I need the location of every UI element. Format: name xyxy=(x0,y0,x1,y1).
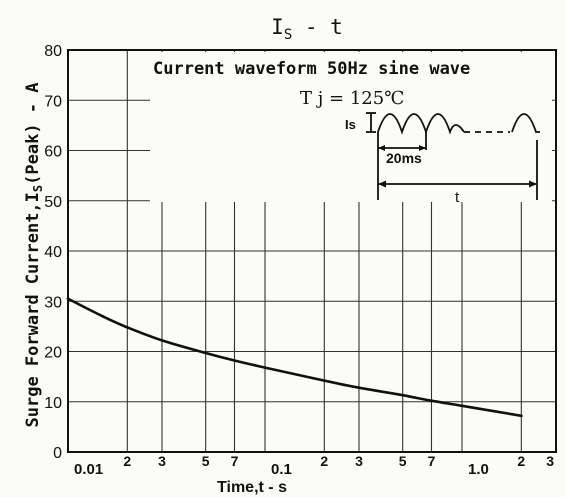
x-axis-label: Time,t - s xyxy=(217,479,287,496)
x-tick-label: 3 xyxy=(158,453,166,469)
waveform-arrows xyxy=(378,145,537,188)
series-line xyxy=(66,297,523,418)
y-tick-label: 60 xyxy=(44,144,62,161)
y-tick-label: 20 xyxy=(44,345,62,362)
data-point xyxy=(357,386,361,389)
waveform-diagram xyxy=(366,112,540,200)
annotation-background xyxy=(150,52,552,202)
data-point xyxy=(233,359,236,362)
data-point xyxy=(430,399,433,403)
data-point xyxy=(460,404,464,408)
y-tick-label: 40 xyxy=(44,244,62,261)
x-tick-label: 3 xyxy=(546,453,554,469)
x-tick-label: 7 xyxy=(428,453,436,469)
x-tick-label: 2 xyxy=(123,453,131,469)
x-tick-label: 1.0 xyxy=(468,461,489,478)
data-point xyxy=(66,297,70,301)
x-tick-label: 5 xyxy=(202,453,210,469)
x-tick-label: 2 xyxy=(517,453,525,469)
y-tick-label: 10 xyxy=(44,395,62,412)
y-tick-label: 50 xyxy=(44,194,62,211)
x-tick-label: 3 xyxy=(355,453,363,469)
x-tick-label: 5 xyxy=(399,453,407,469)
data-point xyxy=(101,315,104,318)
waveform-annotation: Current waveform 50Hz sine wave xyxy=(153,59,470,79)
y-axis-label: Surge Forward Current,IS(Peak) - A xyxy=(23,83,45,428)
y-tick-label: 70 xyxy=(44,93,62,110)
data-series xyxy=(66,297,523,418)
data-point xyxy=(126,326,129,329)
x-tick-label: 0.01 xyxy=(74,461,103,478)
chart-title: IS - t xyxy=(271,15,343,43)
junction-temp-annotation: T j = 125℃ xyxy=(300,88,404,109)
data-point xyxy=(401,393,405,397)
data-point xyxy=(263,366,267,369)
y-tick-label: 30 xyxy=(44,294,62,311)
tick-labels: 0 10 20 30 40 50 60 70 80 0.01 2 3 5 7 0.1 2 3 5 7 1.0 2 3 xyxy=(44,43,554,478)
data-point xyxy=(520,414,523,418)
is-label: Is xyxy=(345,117,356,132)
data-point xyxy=(160,339,164,342)
t-label: t xyxy=(455,189,460,206)
plot-frame xyxy=(67,49,557,453)
x-tick-label: 0.1 xyxy=(271,461,292,478)
x-tick-label: 7 xyxy=(231,453,239,469)
period-label: 20ms xyxy=(386,150,422,166)
x-tick-label: 2 xyxy=(320,453,328,469)
y-tick-label: 80 xyxy=(44,43,62,60)
data-point xyxy=(204,351,207,355)
data-point xyxy=(323,379,326,382)
y-tick-label: 0 xyxy=(53,445,62,462)
